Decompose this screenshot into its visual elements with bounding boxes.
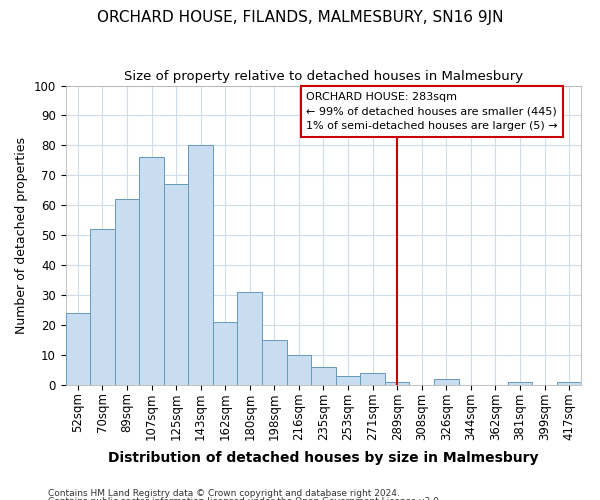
Bar: [336, 376, 360, 384]
Title: Size of property relative to detached houses in Malmesbury: Size of property relative to detached ho…: [124, 70, 523, 83]
Bar: [238, 292, 262, 384]
Bar: [311, 366, 336, 384]
Y-axis label: Number of detached properties: Number of detached properties: [15, 136, 28, 334]
X-axis label: Distribution of detached houses by size in Malmesbury: Distribution of detached houses by size …: [108, 451, 539, 465]
Bar: [262, 340, 287, 384]
Text: Contains HM Land Registry data © Crown copyright and database right 2024.: Contains HM Land Registry data © Crown c…: [48, 488, 400, 498]
Text: ORCHARD HOUSE: 283sqm
← 99% of detached houses are smaller (445)
1% of semi-deta: ORCHARD HOUSE: 283sqm ← 99% of detached …: [306, 92, 558, 131]
Bar: [188, 146, 213, 384]
Bar: [65, 313, 90, 384]
Bar: [385, 382, 409, 384]
Text: Contains public sector information licensed under the Open Government Licence v3: Contains public sector information licen…: [48, 498, 442, 500]
Bar: [164, 184, 188, 384]
Bar: [508, 382, 532, 384]
Bar: [139, 158, 164, 384]
Text: ORCHARD HOUSE, FILANDS, MALMESBURY, SN16 9JN: ORCHARD HOUSE, FILANDS, MALMESBURY, SN16…: [97, 10, 503, 25]
Bar: [434, 378, 458, 384]
Bar: [90, 229, 115, 384]
Bar: [115, 199, 139, 384]
Bar: [287, 354, 311, 384]
Bar: [360, 372, 385, 384]
Bar: [557, 382, 581, 384]
Bar: [213, 322, 238, 384]
